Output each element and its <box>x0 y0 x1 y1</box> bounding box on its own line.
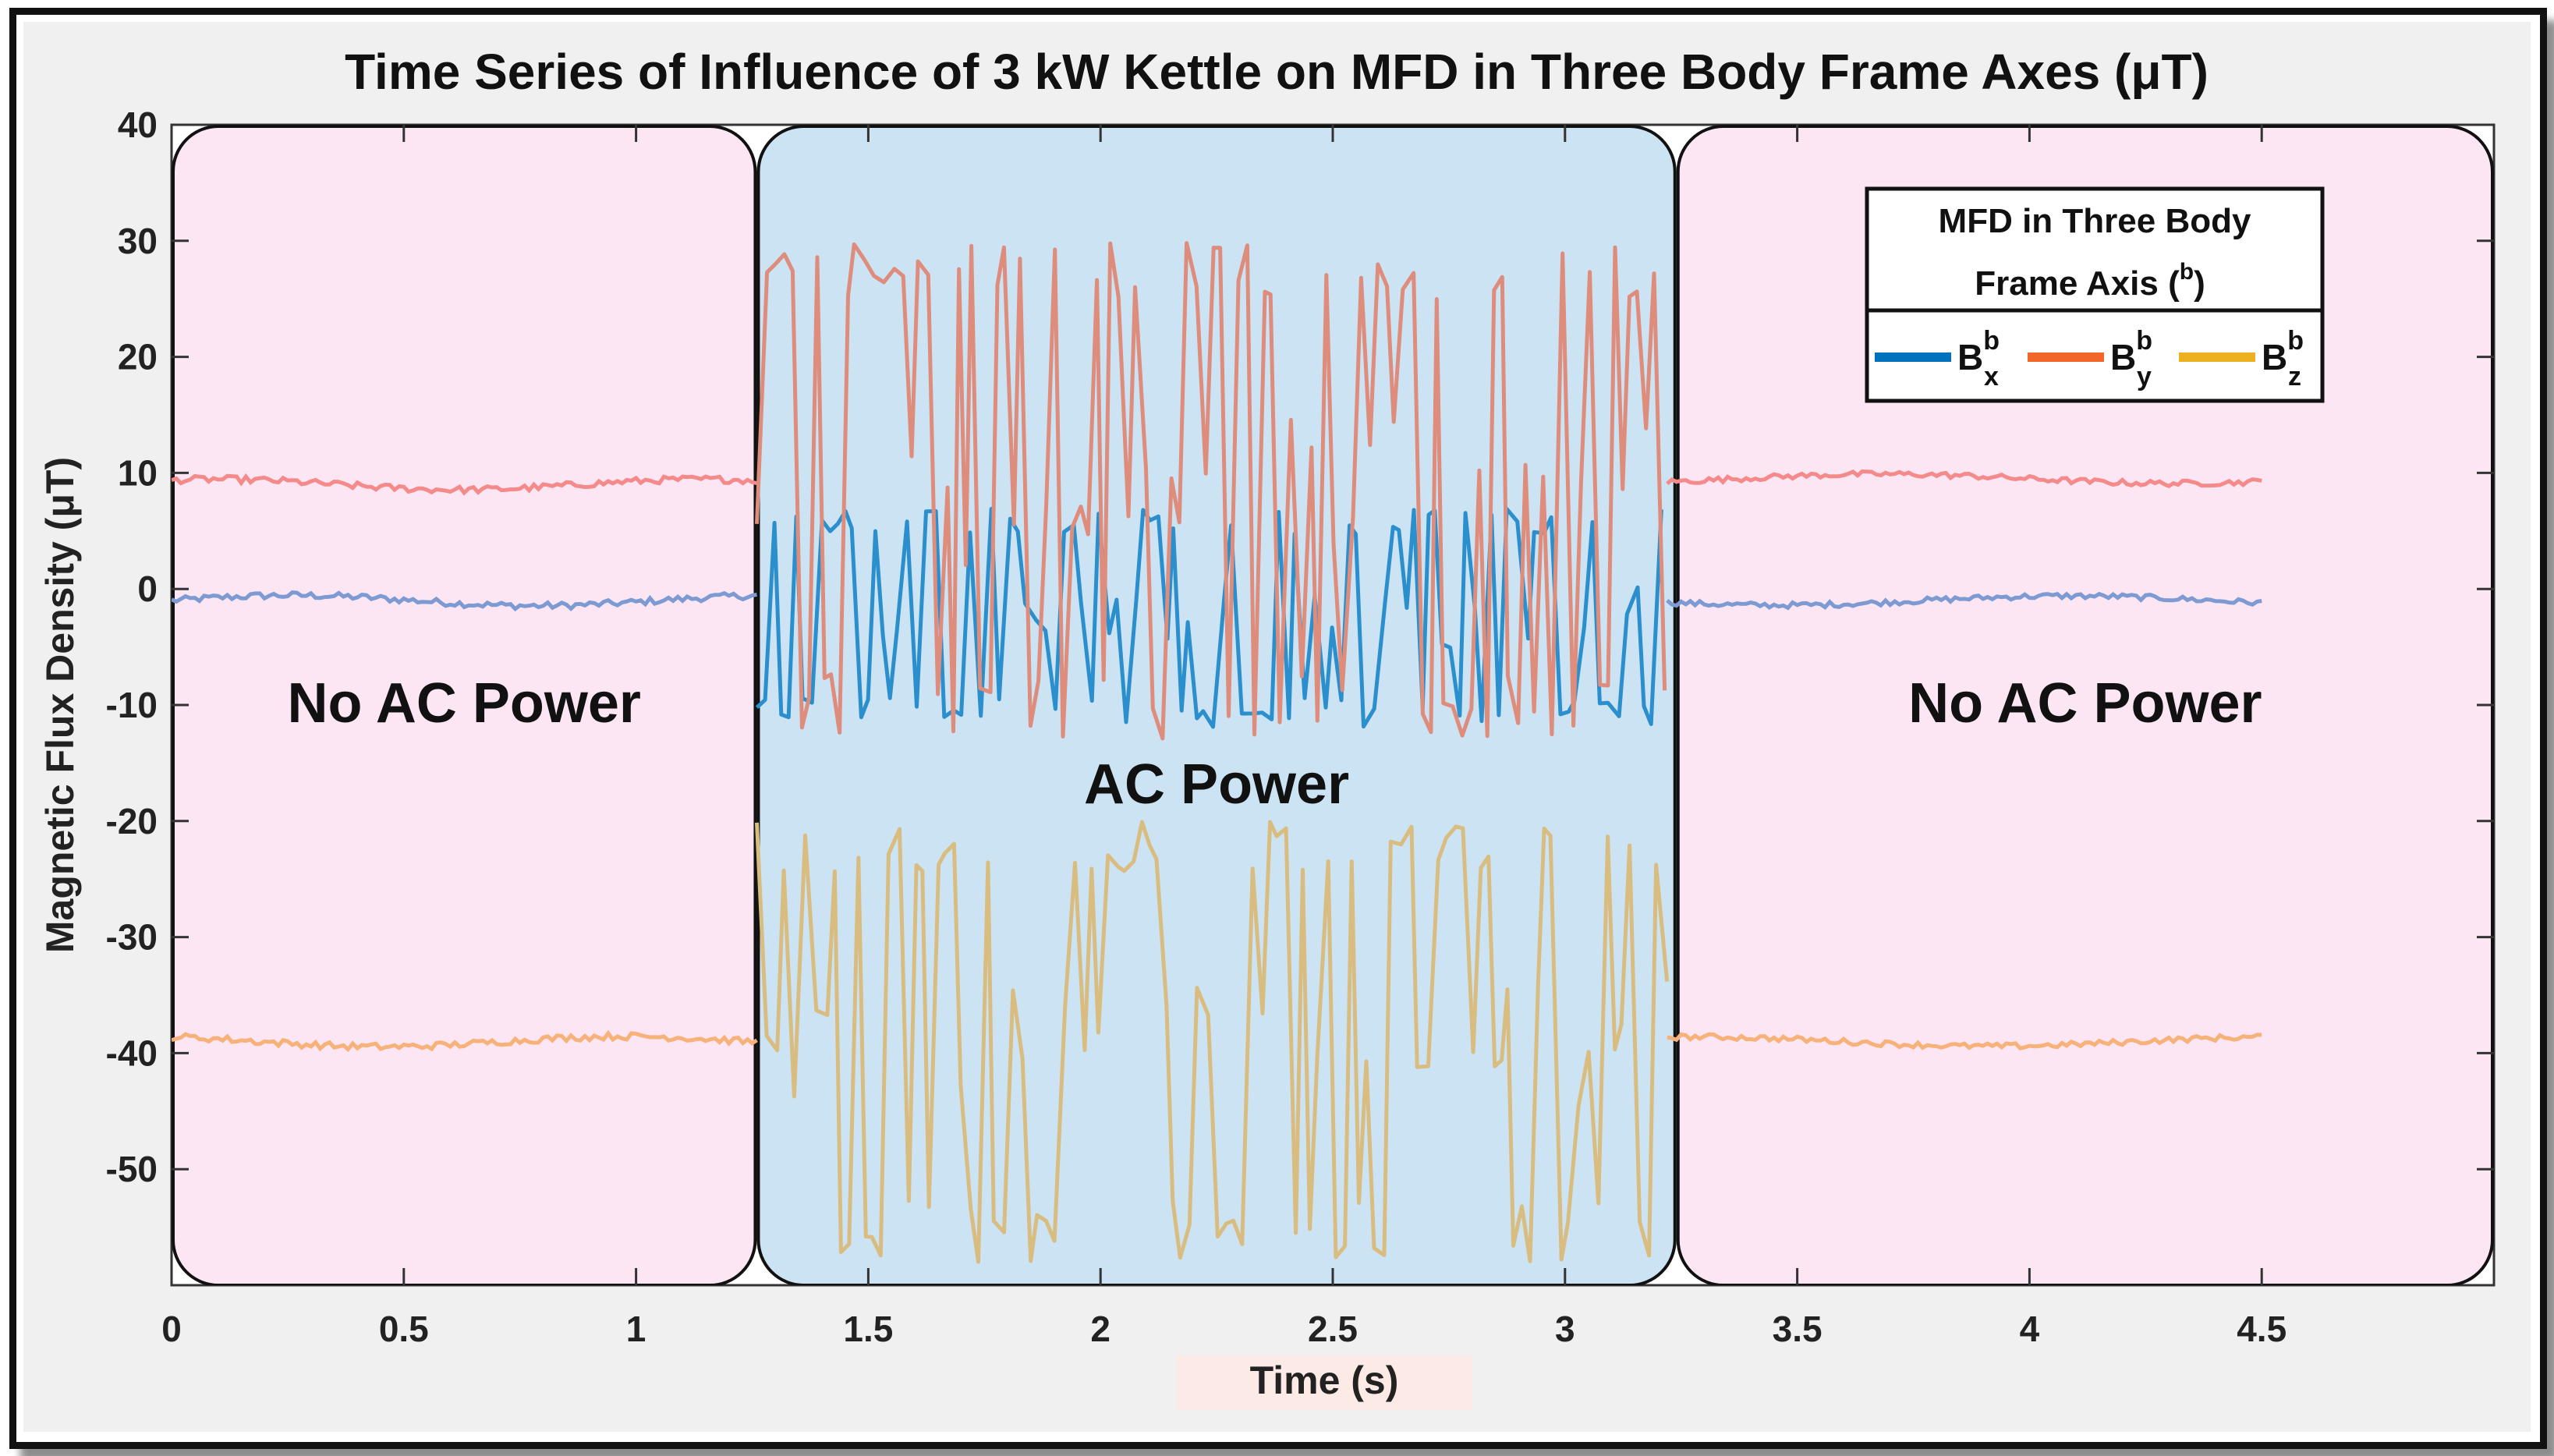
region-label-1: No AC Power <box>288 672 641 735</box>
y-tick-label: -50 <box>106 1149 158 1189</box>
series-x-line-active <box>755 507 1663 729</box>
series-y-line-active <box>755 241 1667 741</box>
legend-title-line2: Frame Axis (b) <box>1975 259 2205 303</box>
y-axis-label: Magnetic Flux Density (μT) <box>38 457 82 953</box>
region-label-3: No AC Power <box>1908 672 2262 735</box>
y-tick-label: 30 <box>118 221 158 261</box>
x-tick-label: 0.5 <box>379 1309 429 1349</box>
x-axis-label-highlight <box>1176 1355 1472 1410</box>
legend-label-z: Bb z <box>2262 326 2304 391</box>
x-tick-label: 3.5 <box>1773 1309 1823 1349</box>
y-tick-label: 20 <box>118 337 158 377</box>
series-z-line-after <box>1667 1032 2262 1050</box>
series-x-line-after <box>1666 591 2262 611</box>
series-x-line-before <box>172 590 757 612</box>
x-tick-label: 0 <box>161 1309 182 1349</box>
chart-title: Time Series of Influence of 3 kW Kettle … <box>345 44 2209 100</box>
y-tick-label: -10 <box>106 685 158 725</box>
series-y-line-after <box>1666 469 2262 489</box>
y-tick-label: 0 <box>137 569 158 609</box>
x-tick-label: 2 <box>1090 1309 1111 1349</box>
x-tick-label: 1.5 <box>843 1309 893 1349</box>
legend: MFD in Three Body Frame Axis (b) Bb x Bb y B… <box>1865 186 2325 403</box>
legend-title-line1: MFD in Three Body <box>1939 202 2251 240</box>
series-z-line-active <box>755 820 1670 1264</box>
y-tick-label: 40 <box>118 105 158 145</box>
x-axis-label: Time (s) <box>1250 1359 1399 1402</box>
y-tick-label: -20 <box>106 801 158 841</box>
y-tick-label: -40 <box>106 1033 158 1073</box>
region-label-2: AC Power <box>1084 753 1349 816</box>
x-tick-label: 2.5 <box>1308 1309 1358 1349</box>
legend-label-x: Bb x <box>1957 326 2000 391</box>
x-tick-label: 4.5 <box>2237 1309 2287 1349</box>
series-y-line-before <box>172 473 758 496</box>
legend-label-y: Bb y <box>2110 326 2152 391</box>
x-tick-label: 4 <box>2020 1309 2040 1349</box>
legend-box <box>1865 186 2325 403</box>
series-z-line-before <box>172 1029 758 1053</box>
x-tick-label: 3 <box>1555 1309 1575 1349</box>
x-tick-label: 1 <box>626 1309 646 1349</box>
y-tick-label: 10 <box>118 452 158 493</box>
y-tick-label: -30 <box>106 917 158 958</box>
